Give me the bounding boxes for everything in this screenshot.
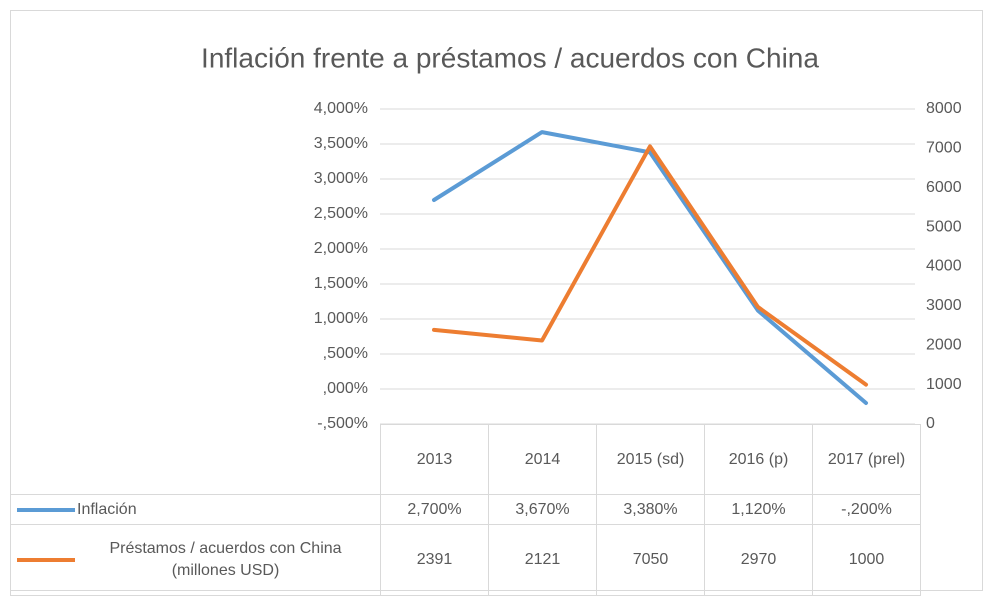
legend-cell: Préstamos / acuerdos con China (millones…	[10, 524, 381, 596]
table-value-text: 2391	[416, 551, 453, 569]
y-tick-label: 3,500%	[314, 135, 368, 152]
chart-border	[10, 10, 983, 591]
y2-tick-label: 2000	[926, 336, 962, 353]
y2-tick-label: 4000	[926, 258, 962, 275]
table-header: 2015 (sd)	[596, 424, 705, 495]
table-value: 2391	[380, 524, 489, 596]
y2-tick-label: 1000	[926, 376, 962, 393]
table-header-text: 2015 (sd)	[616, 450, 685, 468]
legend-label: Inflación	[77, 500, 137, 518]
legend-key	[17, 558, 75, 562]
y-tick-label: 4,000%	[314, 100, 368, 117]
y-tick-label: ,500%	[323, 345, 368, 362]
y2-tick-label: 8000	[926, 100, 962, 117]
table-header-text: 2014	[524, 450, 561, 468]
table-header-text: 2013	[416, 450, 453, 468]
table-header-text: 2016 (p)	[728, 450, 789, 468]
table-value-text: 7050	[632, 551, 669, 569]
y-tick-label: 3,000%	[314, 170, 368, 187]
table-value-text: -,200%	[841, 500, 892, 518]
table-value: 7050	[596, 524, 705, 596]
table-header-text: 2017 (prel)	[827, 450, 906, 468]
table-value: -,200%	[812, 494, 921, 525]
series-line	[432, 130, 868, 405]
table-value-text: 2,700%	[407, 500, 462, 518]
legend-label: Préstamos / acuerdos con China (millones…	[109, 540, 342, 579]
table-value-text: 3,670%	[515, 500, 570, 518]
table-value: 3,380%	[596, 494, 705, 525]
y-tick-label: -,500%	[317, 415, 368, 432]
y-tick-label: 2,000%	[314, 240, 368, 257]
y-tick-label: ,000%	[323, 380, 368, 397]
legend-cell: Inflación	[10, 494, 381, 525]
table-value: 1000	[812, 524, 921, 596]
table-value: 2,700%	[380, 494, 489, 525]
table-value-text: 1000	[848, 551, 885, 569]
table-header: 2013	[380, 424, 489, 495]
table-header: 2014	[488, 424, 597, 495]
series-line	[432, 144, 868, 387]
table-value-text: 3,380%	[623, 500, 678, 518]
table-value-text: 2121	[524, 551, 561, 569]
y2-tick-label: 0	[926, 415, 935, 432]
table-value: 3,670%	[488, 494, 597, 525]
y2-tick-label: 3000	[926, 297, 962, 314]
y2-tick-label: 7000	[926, 140, 962, 157]
table-value: 2970	[704, 524, 813, 596]
y2-tick-label: 5000	[926, 218, 962, 235]
table-value-text: 2970	[740, 551, 777, 569]
legend-key	[17, 507, 75, 512]
y-tick-label: 1,500%	[314, 275, 368, 292]
table-value: 2121	[488, 524, 597, 596]
chart-title: Inflación frente a préstamos / acuerdos …	[201, 42, 819, 73]
y-tick-label: 2,500%	[314, 205, 368, 222]
table-header: 2017 (prel)	[812, 424, 921, 495]
table-value: 1,120%	[704, 494, 813, 525]
table-header: 2016 (p)	[704, 424, 813, 495]
y-tick-label: 1,000%	[314, 310, 368, 327]
table-value-text: 1,120%	[731, 500, 786, 518]
y2-tick-label: 6000	[926, 179, 962, 196]
